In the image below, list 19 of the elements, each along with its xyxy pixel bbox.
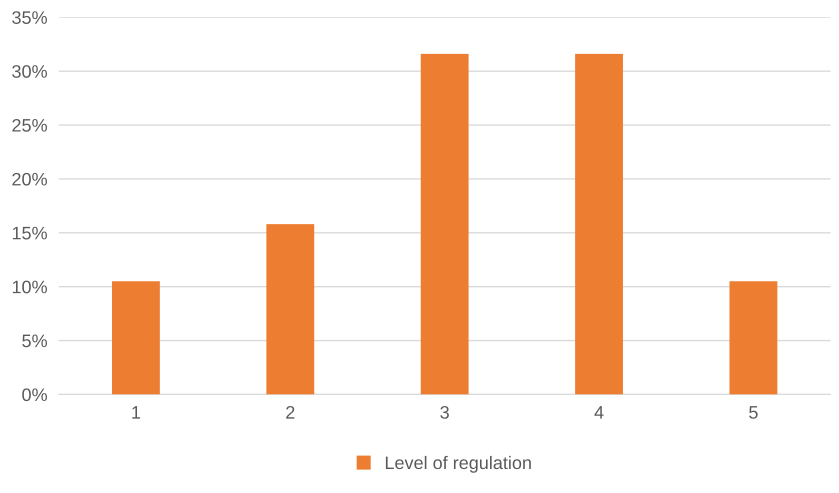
y-tick-label: 25%	[12, 118, 47, 132]
legend-label: Level of regulation	[386, 456, 531, 473]
x-tick-label: 5	[749, 406, 758, 419]
y-tick-label: 0%	[22, 388, 47, 402]
x-tick-label: 2	[286, 406, 294, 419]
x-tick-label: 4	[594, 406, 604, 419]
x-tick-label: 1	[132, 406, 140, 419]
bar	[420, 54, 469, 394]
y-tick-label: 30%	[12, 65, 47, 78]
bar	[112, 281, 160, 394]
y-tick-label: 20%	[12, 172, 47, 186]
bar	[729, 281, 778, 394]
bar	[266, 224, 314, 394]
y-tick-label: 5%	[22, 334, 47, 348]
bar	[575, 54, 623, 394]
x-tick-label: 3	[440, 406, 449, 419]
y-tick-label: 15%	[12, 226, 47, 240]
y-tick-label: 35%	[12, 11, 47, 24]
y-tick-label: 10%	[12, 280, 47, 294]
